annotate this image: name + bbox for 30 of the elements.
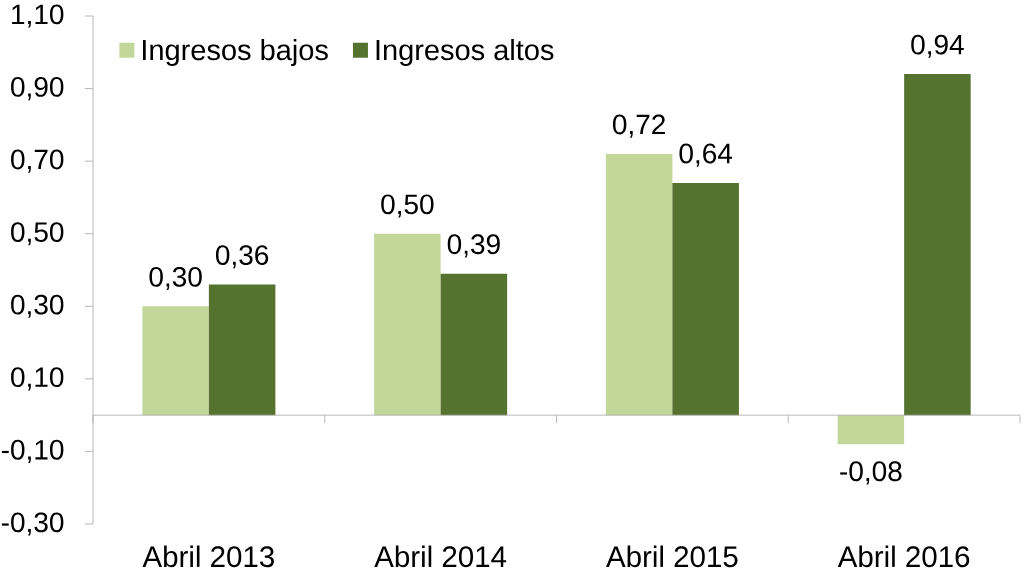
data-label: 0,39 [447,234,500,258]
y-tick-label: -0,10 [1,439,64,463]
bar [837,415,905,445]
y-tick-label: 0,10 [11,367,64,391]
data-label: 0,64 [679,143,733,167]
y-tick-label: 0,90 [11,77,64,101]
data-label: 0,50 [381,194,434,218]
y-tick-label: 0,70 [11,149,64,173]
data-label: 0,72 [612,114,665,138]
legend-label: Ingresos bajos [143,38,328,67]
data-label: 0,94 [911,34,964,58]
x-tick-label: Abril 2014 [374,545,507,568]
y-tick-label: 0,50 [11,222,64,246]
bar [904,74,971,416]
bar [440,273,508,416]
bar [672,182,739,416]
y-tick-label: 0,30 [11,294,64,318]
x-tick-label: Abril 2015 [606,545,738,568]
x-tick-label: Abril 2016 [837,545,970,568]
bar [374,233,441,416]
y-tick-label: 1,10 [12,4,64,28]
data-label: 0,30 [149,266,202,291]
y-tick-label: -0,30 [1,512,64,536]
data-label: 0,36 [215,245,269,269]
bar [142,306,209,416]
bar [208,284,276,416]
x-tick-label: Abril 2013 [142,545,274,568]
legend-label: Ingresos altos [376,38,554,67]
bar [605,153,673,416]
data-label: -0,08 [840,461,902,485]
